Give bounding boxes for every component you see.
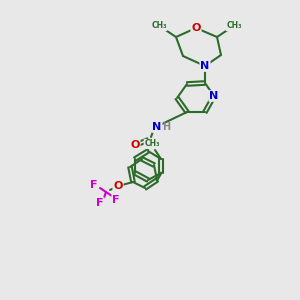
Text: O: O (191, 23, 201, 33)
Text: O: O (130, 140, 140, 150)
Text: F: F (112, 195, 120, 205)
Text: N: N (152, 122, 162, 132)
Text: H: H (162, 122, 170, 132)
Text: CH₃: CH₃ (151, 22, 167, 31)
Text: F: F (90, 180, 98, 190)
Text: O: O (113, 181, 123, 191)
Text: CH₃: CH₃ (144, 140, 160, 148)
Text: CH₃: CH₃ (226, 22, 242, 31)
Text: F: F (96, 198, 104, 208)
Text: N: N (209, 91, 219, 101)
Text: N: N (200, 61, 210, 71)
